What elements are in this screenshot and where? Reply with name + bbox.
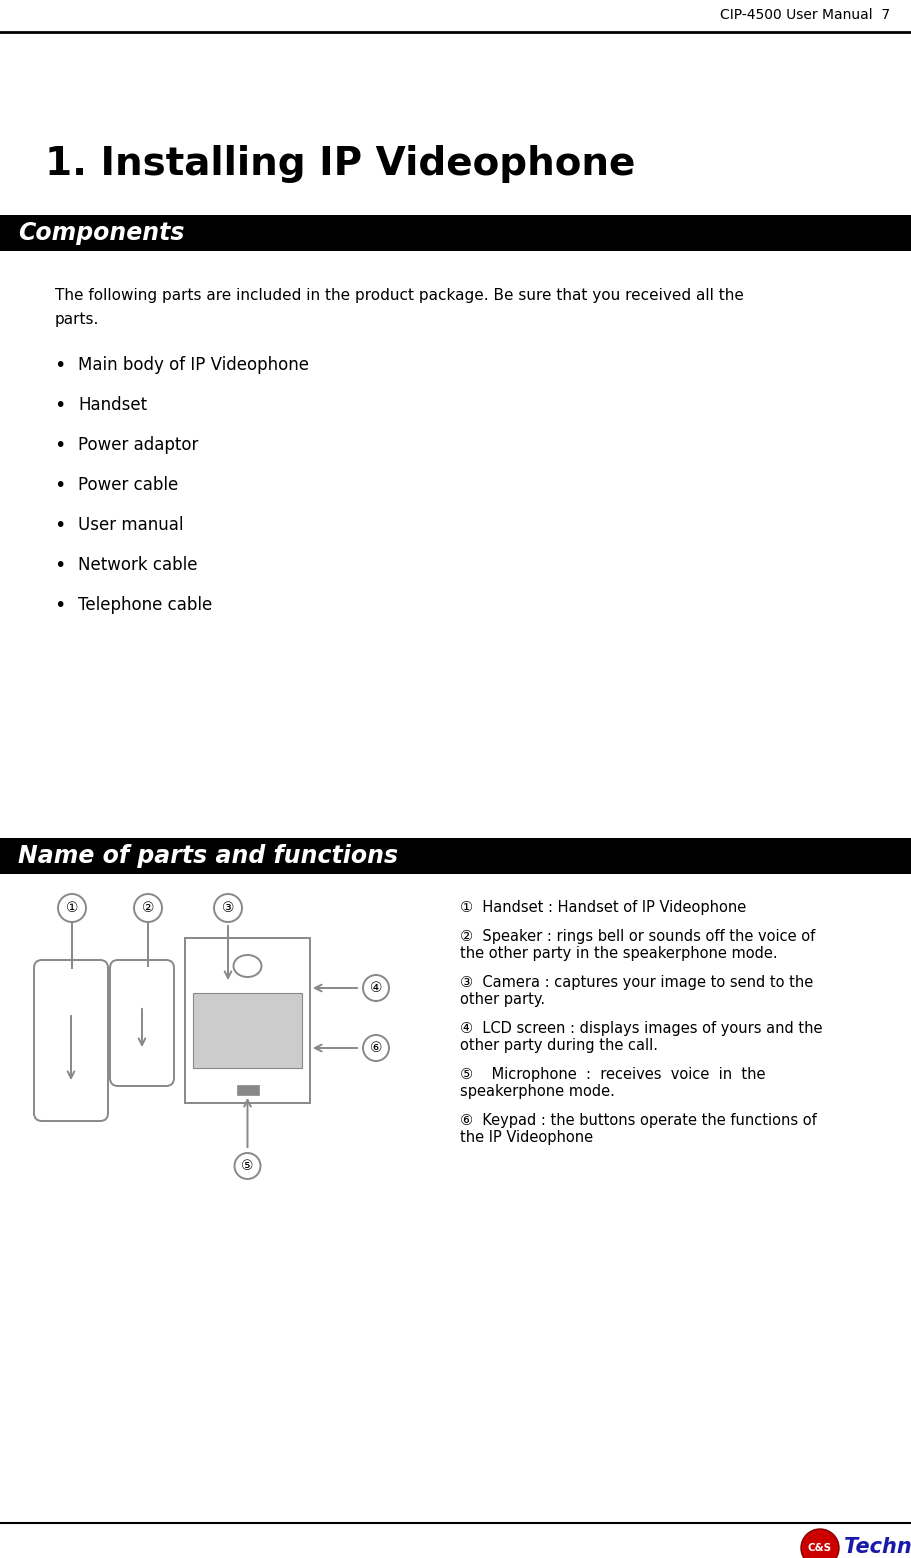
Text: ④: ④	[370, 982, 383, 996]
Text: speakerphone mode.: speakerphone mode.	[460, 1084, 615, 1098]
Text: Name of parts and functions: Name of parts and functions	[18, 844, 398, 868]
Text: Components: Components	[18, 221, 185, 245]
Text: other party.: other party.	[460, 992, 545, 1006]
Circle shape	[58, 894, 86, 922]
Text: the IP Videophone: the IP Videophone	[460, 1130, 593, 1145]
Text: •: •	[55, 355, 66, 375]
Text: Network cable: Network cable	[78, 556, 198, 573]
Bar	[0, 838, 911, 874]
Circle shape	[363, 1035, 389, 1061]
Text: ②  Speaker : rings bell or sounds off the voice of: ② Speaker : rings bell or sounds off the…	[460, 929, 815, 944]
Text: Technology: Technology	[844, 1538, 911, 1556]
Bar	[0, 215, 911, 251]
Text: ⑥: ⑥	[370, 1041, 383, 1055]
Text: The following parts are included in the product package. Be sure that you receiv: The following parts are included in the …	[55, 288, 744, 302]
Circle shape	[134, 894, 162, 922]
Text: ⑥  Keypad : the buttons operate the functions of: ⑥ Keypad : the buttons operate the funct…	[460, 1112, 817, 1128]
Text: C&S: C&S	[808, 1542, 832, 1553]
Text: ④  LCD screen : displays images of yours and the: ④ LCD screen : displays images of yours …	[460, 1020, 823, 1036]
Circle shape	[801, 1528, 839, 1558]
Bar	[237, 1084, 259, 1095]
Text: ①: ①	[66, 901, 78, 915]
Text: ⑤    Microphone  :  receives  voice  in  the: ⑤ Microphone : receives voice in the	[460, 1067, 765, 1081]
Text: •: •	[55, 516, 66, 534]
Text: User manual: User manual	[78, 516, 183, 534]
Text: ③  Camera : captures your image to send to the: ③ Camera : captures your image to send t…	[460, 975, 814, 989]
Text: Main body of IP Videophone: Main body of IP Videophone	[78, 355, 309, 374]
Text: •: •	[55, 436, 66, 455]
Bar	[185, 938, 310, 1103]
Text: other party during the call.: other party during the call.	[460, 1038, 658, 1053]
Text: ③: ③	[221, 901, 234, 915]
FancyBboxPatch shape	[34, 960, 108, 1122]
Text: 1. Installing IP Videophone: 1. Installing IP Videophone	[45, 145, 635, 182]
Text: Handset: Handset	[78, 396, 147, 414]
Text: •: •	[55, 396, 66, 414]
Text: parts.: parts.	[55, 312, 99, 327]
Text: Power cable: Power cable	[78, 477, 179, 494]
Text: Power adaptor: Power adaptor	[78, 436, 199, 453]
Text: •: •	[55, 597, 66, 615]
Text: Telephone cable: Telephone cable	[78, 597, 212, 614]
Ellipse shape	[233, 955, 261, 977]
Circle shape	[214, 894, 242, 922]
Text: ①  Handset : Handset of IP Videophone: ① Handset : Handset of IP Videophone	[460, 901, 746, 915]
Text: the other party in the speakerphone mode.: the other party in the speakerphone mode…	[460, 946, 778, 961]
Text: CIP-4500 User Manual  7: CIP-4500 User Manual 7	[720, 8, 890, 22]
Text: ⑤: ⑤	[241, 1159, 254, 1173]
Text: •: •	[55, 556, 66, 575]
Bar	[193, 992, 302, 1067]
Circle shape	[234, 1153, 261, 1179]
Text: ②: ②	[142, 901, 154, 915]
Text: •: •	[55, 477, 66, 495]
FancyBboxPatch shape	[110, 960, 174, 1086]
Circle shape	[363, 975, 389, 1000]
